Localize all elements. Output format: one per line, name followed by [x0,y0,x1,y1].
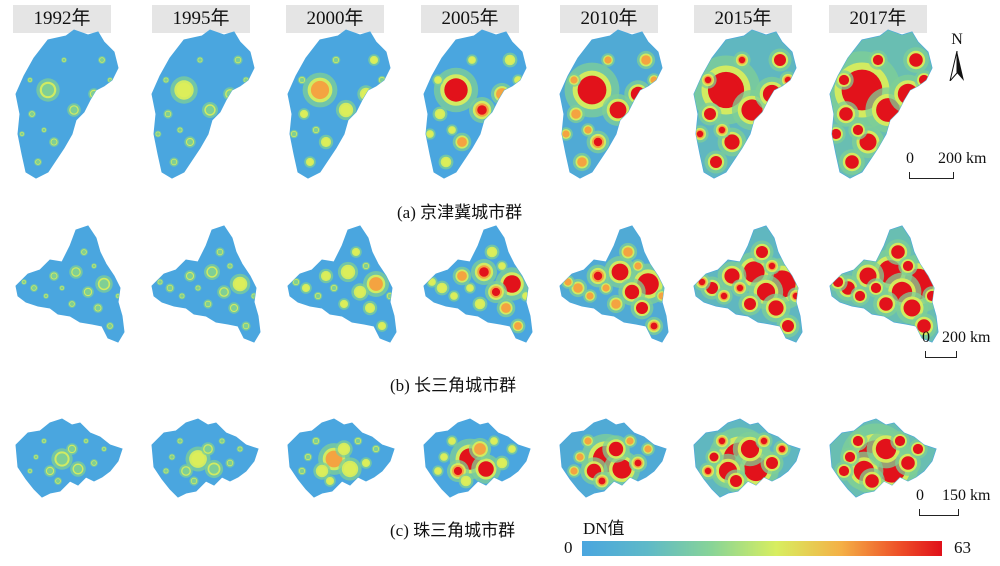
map-jingjinji-2005年 [422,29,534,180]
year-label-2015: 2015年 [694,5,792,33]
map-jingjinji-2000年 [286,29,398,180]
map-yangtze-1995年 [150,225,262,344]
scalebar-distance: 200 km [938,150,987,167]
map-yangtze-2000年 [286,225,398,344]
north-arrow: N [946,31,968,83]
map-yangtze-2005年 [422,225,534,344]
map-yangtze-2015年 [692,225,804,344]
legend-color-ramp [582,541,942,556]
year-label-1992: 1992年 [13,5,111,33]
region-base [151,29,255,179]
map-pearl-1992年 [14,418,126,498]
map-yangtze-1992年 [14,225,126,344]
caption-yangtze-delta: (b) 长三角城市群 [390,376,517,395]
legend-max-value: 63 [954,538,971,557]
scalebar-jingjinji: 0 200 km [906,150,996,182]
north-label: N [951,31,963,48]
year-label-2017: 2017年 [829,5,927,33]
caption-pearl-delta: (c) 珠三角城市群 [390,521,516,540]
year-label-2000: 2000年 [286,5,384,33]
map-jingjinji-1992年 [14,29,126,180]
scalebar-distance: 200 km [942,329,991,346]
legend-min-value: 0 [564,538,573,557]
scalebar-line [909,172,954,179]
year-label-2010: 2010年 [560,5,658,33]
map-pearl-2000年 [286,418,398,498]
scalebar-zero: 0 [906,150,914,167]
map-pearl-2017年 [828,418,940,498]
map-jingjinji-2015年 [692,29,804,180]
scalebar-zero: 0 [922,329,930,346]
map-jingjinji-2010年 [558,29,670,180]
map-yangtze-2017年 [828,225,940,344]
scalebar-yangtze-delta: 0 200 km [922,329,1000,361]
map-jingjinji-1995年 [150,29,262,180]
map-pearl-2010年 [558,418,670,498]
year-label-1995: 1995年 [152,5,250,33]
north-arrow-icon [949,51,964,81]
year-label-2005: 2005年 [421,5,519,33]
scalebar-line [919,509,959,516]
scalebar-distance: 150 km [942,487,991,504]
region-base [15,29,119,179]
map-yangtze-2010年 [558,225,670,344]
map-jingjinji-2017年 [828,29,940,180]
map-pearl-2015年 [692,418,804,498]
caption-jingjinji: (a) 京津冀城市群 [397,203,523,222]
scalebar-pearl-delta: 0 150 km [916,487,1000,519]
legend-title: DN值 [583,519,625,538]
region-base [15,225,125,343]
map-pearl-2005年 [422,418,534,498]
scalebar-line [925,351,957,358]
map-pearl-1995年 [150,418,262,498]
scalebar-zero: 0 [916,487,924,504]
